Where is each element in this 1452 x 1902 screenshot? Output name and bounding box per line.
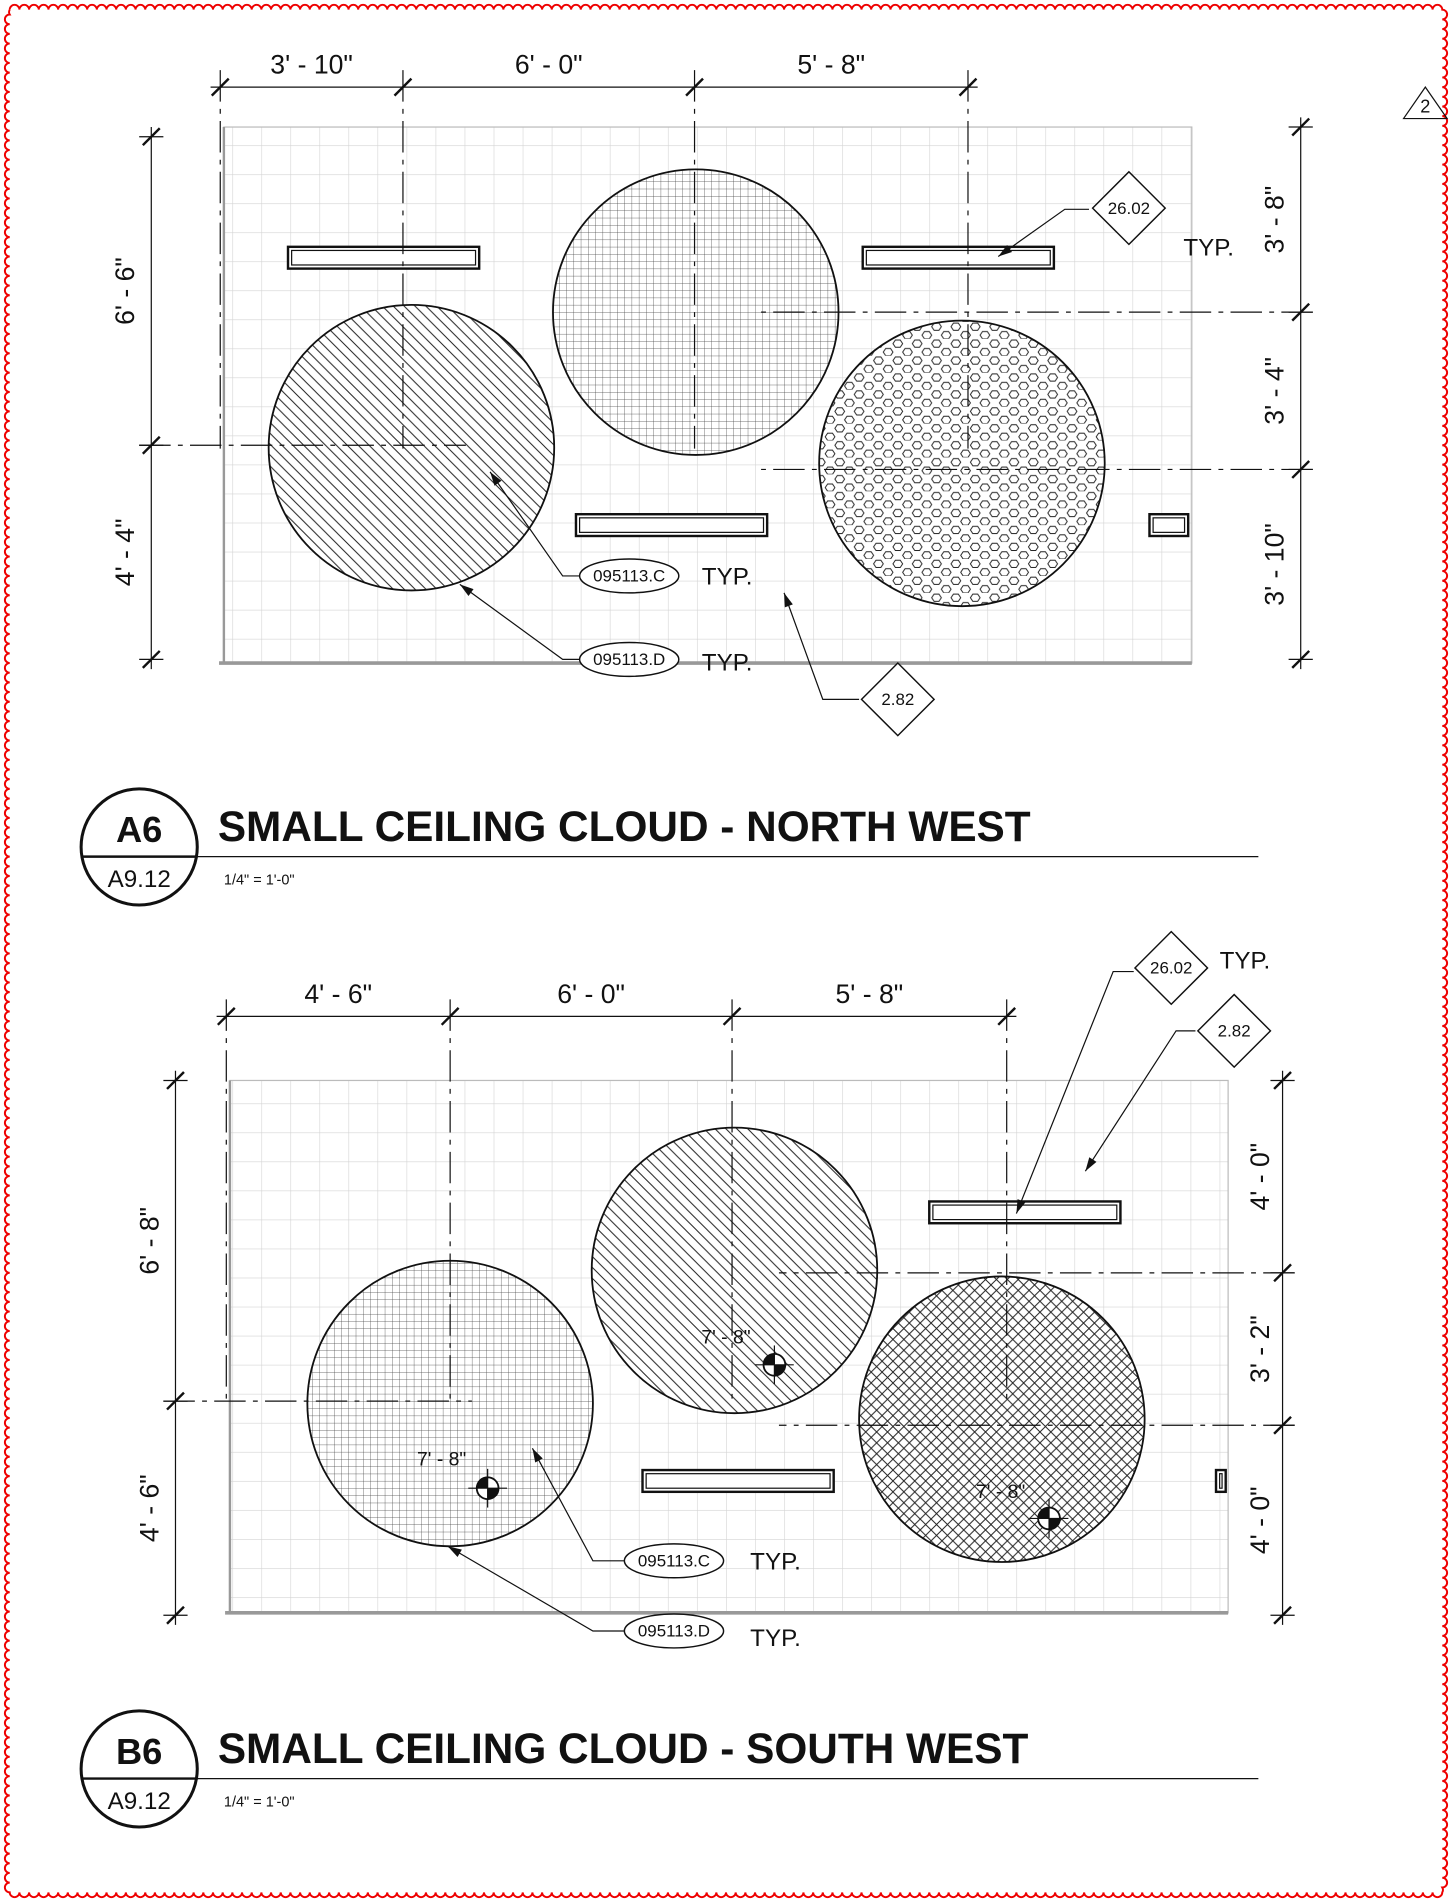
dimension-text: 6' - 6": [110, 257, 140, 325]
dimension-text: 4' - 0": [1245, 1143, 1275, 1211]
height-text: 7' - 8": [701, 1326, 750, 1348]
view-scale: 1/4" = 1'-0": [224, 873, 295, 889]
keynote-note: TYP.: [702, 650, 753, 677]
view-title: SMALL CEILING CLOUD - SOUTH WEST: [218, 1725, 1029, 1772]
dimension-text: 4' - 6": [134, 1474, 164, 1542]
keynote-code: 095113.C: [593, 567, 665, 586]
ceiling-cloud: [819, 321, 1105, 607]
height-text: 7' - 8": [976, 1481, 1025, 1503]
tag-code: 26.02: [1108, 199, 1150, 218]
keynote-code: 095113.C: [638, 1551, 710, 1570]
view-id: B6: [116, 1731, 162, 1772]
keynote-note: TYP.: [702, 564, 753, 591]
dimension-text: 3' - 4": [1260, 357, 1290, 425]
dimension-text: 6' - 8": [134, 1207, 164, 1275]
tag-code: 26.02: [1150, 959, 1192, 978]
dimension-text: 3' - 8": [1260, 186, 1290, 254]
dimension-text: 4' - 0": [1245, 1486, 1275, 1554]
drawing-sheet: 2 3' - 10" 6' - 0" 5' - 8" 6' - 6" 4' - 4" 3'…: [0, 0, 1452, 1902]
ceiling-cloud: [269, 305, 555, 591]
dimension-text: 6' - 0": [557, 979, 625, 1009]
tag-note: TYP.: [1220, 947, 1271, 974]
view-title: SMALL CEILING CLOUD - NORTH WEST: [218, 803, 1031, 850]
dimension-text: 4' - 6": [304, 979, 372, 1009]
ceiling-cloud: [859, 1276, 1145, 1562]
dimension-text: 6' - 0": [515, 50, 583, 80]
sheet-number: A9.12: [108, 866, 171, 893]
keynote-code: 095113.D: [593, 650, 665, 669]
revision-number: 2: [1420, 96, 1430, 116]
dimension-text: 3' - 10": [270, 50, 353, 80]
tag-note: TYP.: [1183, 235, 1234, 262]
dimension-text: 4' - 4": [110, 518, 140, 586]
sheet-number: A9.12: [108, 1788, 171, 1815]
height-text: 7' - 8": [417, 1448, 466, 1470]
dimension-text: 5' - 8": [835, 979, 903, 1009]
keynote-note: TYP.: [750, 1549, 801, 1576]
tag-code: 2.82: [1218, 1022, 1251, 1041]
dimension-text: 3' - 2": [1245, 1315, 1275, 1383]
dimension-text: 3' - 10": [1260, 523, 1290, 606]
view-scale: 1/4" = 1'-0": [224, 1795, 295, 1811]
view-id: A6: [116, 809, 162, 850]
ceiling-cloud: [592, 1128, 878, 1414]
tag-code: 2.82: [881, 690, 914, 709]
ceiling-cloud: [307, 1261, 593, 1547]
dimension-text: 5' - 8": [797, 50, 865, 80]
keynote-note: TYP.: [750, 1625, 801, 1652]
keynote-code: 095113.D: [638, 1622, 710, 1641]
